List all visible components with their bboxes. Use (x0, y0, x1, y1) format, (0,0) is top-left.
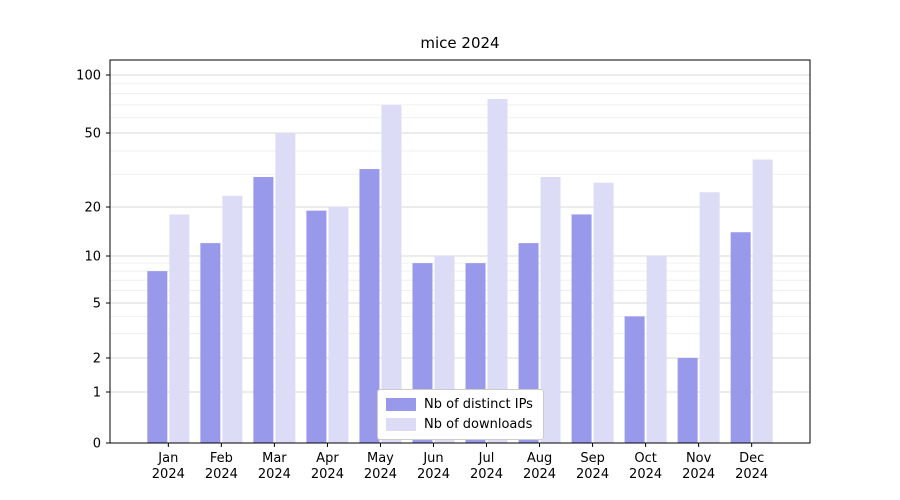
x-tick-label: Nov 2024 (682, 451, 715, 482)
x-tick-label: Aug 2024 (523, 451, 556, 482)
bar-distinct-ips (253, 176, 274, 444)
x-tick-label: Oct 2024 (629, 451, 662, 482)
bar-downloads (328, 207, 349, 443)
x-tick-label: May 2024 (364, 451, 397, 482)
y-tick-label: 20 (84, 201, 101, 216)
bar-downloads (593, 182, 614, 443)
bar-distinct-ips (147, 271, 168, 443)
legend-label-downloads: Nb of downloads (424, 417, 533, 432)
bar-downloads (487, 99, 508, 443)
bar-distinct-ips (306, 210, 327, 443)
y-tick-label: 50 (84, 127, 101, 142)
bar-distinct-ips (359, 169, 380, 443)
legend-swatch-downloads (386, 418, 416, 431)
x-tick-label: Apr 2024 (311, 451, 344, 482)
y-tick-label: 10 (84, 250, 101, 265)
bar-downloads (540, 176, 561, 444)
y-tick-label: 2 (93, 352, 101, 367)
bar-distinct-ips (571, 214, 592, 443)
x-tick-label: Jun 2024 (417, 451, 450, 482)
bar-downloads (169, 214, 190, 443)
bar-downloads (275, 133, 296, 443)
x-tick-label: Jan 2024 (152, 451, 185, 482)
legend-swatch-distinct-ips (386, 398, 416, 411)
x-tick-label: Jul 2024 (470, 451, 503, 482)
bar-distinct-ips (624, 316, 645, 443)
bar-distinct-ips (200, 243, 221, 443)
y-tick-label: 0 (93, 437, 101, 452)
bar-distinct-ips (677, 358, 698, 443)
y-tick-label: 1 (93, 386, 101, 401)
y-tick-label: 100 (76, 69, 101, 84)
chart-title: mice 2024 (420, 34, 500, 52)
bar-distinct-ips (730, 232, 751, 443)
y-tick-label: 5 (93, 297, 101, 312)
legend-entry-distinct-ips: Nb of distinct IPs (386, 397, 533, 412)
bar-downloads (646, 256, 667, 443)
axes-frame (109, 59, 811, 444)
bar-downloads (752, 159, 773, 443)
bar-downloads (222, 195, 243, 443)
x-tick-label: Feb 2024 (205, 451, 238, 482)
bar-downloads (699, 192, 720, 443)
legend: Nb of distinct IPs Nb of downloads (377, 389, 544, 440)
x-tick-label: Sep 2024 (576, 451, 609, 482)
legend-entry-downloads: Nb of downloads (386, 417, 533, 432)
x-tick-label: Dec 2024 (735, 451, 768, 482)
bar-downloads (381, 104, 402, 443)
x-tick-label: Mar 2024 (258, 451, 291, 482)
legend-label-distinct-ips: Nb of distinct IPs (424, 397, 533, 412)
